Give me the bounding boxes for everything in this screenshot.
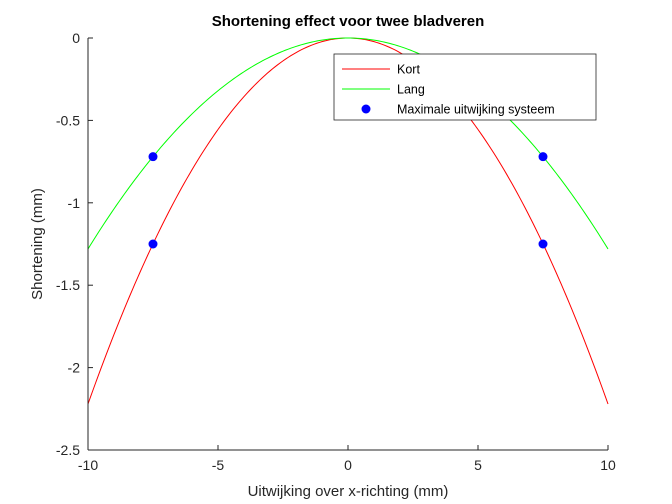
x-tick-label: 10 [600,457,616,473]
y-tick-label: 0 [72,30,80,46]
legend-label-maximale-uitwijking-systeem: Maximale uitwijking systeem [397,103,555,117]
y-tick-label: -0.5 [56,112,80,128]
data-point-maximale-uitwijking-systeem [148,152,158,162]
x-tick-label: 0 [344,457,352,473]
x-tick-label: 5 [474,457,482,473]
y-axis-label: Shortening (mm) [29,188,46,300]
series-line-lang [87,37,609,250]
legend-label-lang: Lang [397,83,425,97]
x-axis-label: Uitwijking over x-richting (mm) [248,483,449,500]
y-tick-label: -1 [68,195,81,211]
y-tick-label: -2.5 [56,442,80,458]
y-tick-label: -2 [68,360,81,376]
y-tick-label: -1.5 [56,277,80,293]
legend-label-kort: Kort [397,63,420,77]
data-point-maximale-uitwijking-systeem [148,239,158,249]
data-point-maximale-uitwijking-systeem [538,152,548,162]
ticks-layer: -10 -5 0 5 10 -2.5 -2 -1.5 -1 -0.5 0 [56,30,616,473]
data-point-maximale-uitwijking-systeem [538,239,548,249]
x-tick-label: -10 [78,457,98,473]
legend-box [333,53,597,121]
x-tick-label: -5 [212,457,225,473]
series-layer [87,37,609,405]
legend: Kort Lang Maximale uitwijking systeem [333,53,597,121]
chart-title: Shortening effect voor twee bladveren [212,13,485,30]
legend-swatch-maximale-uitwijking-systeem [361,104,371,114]
